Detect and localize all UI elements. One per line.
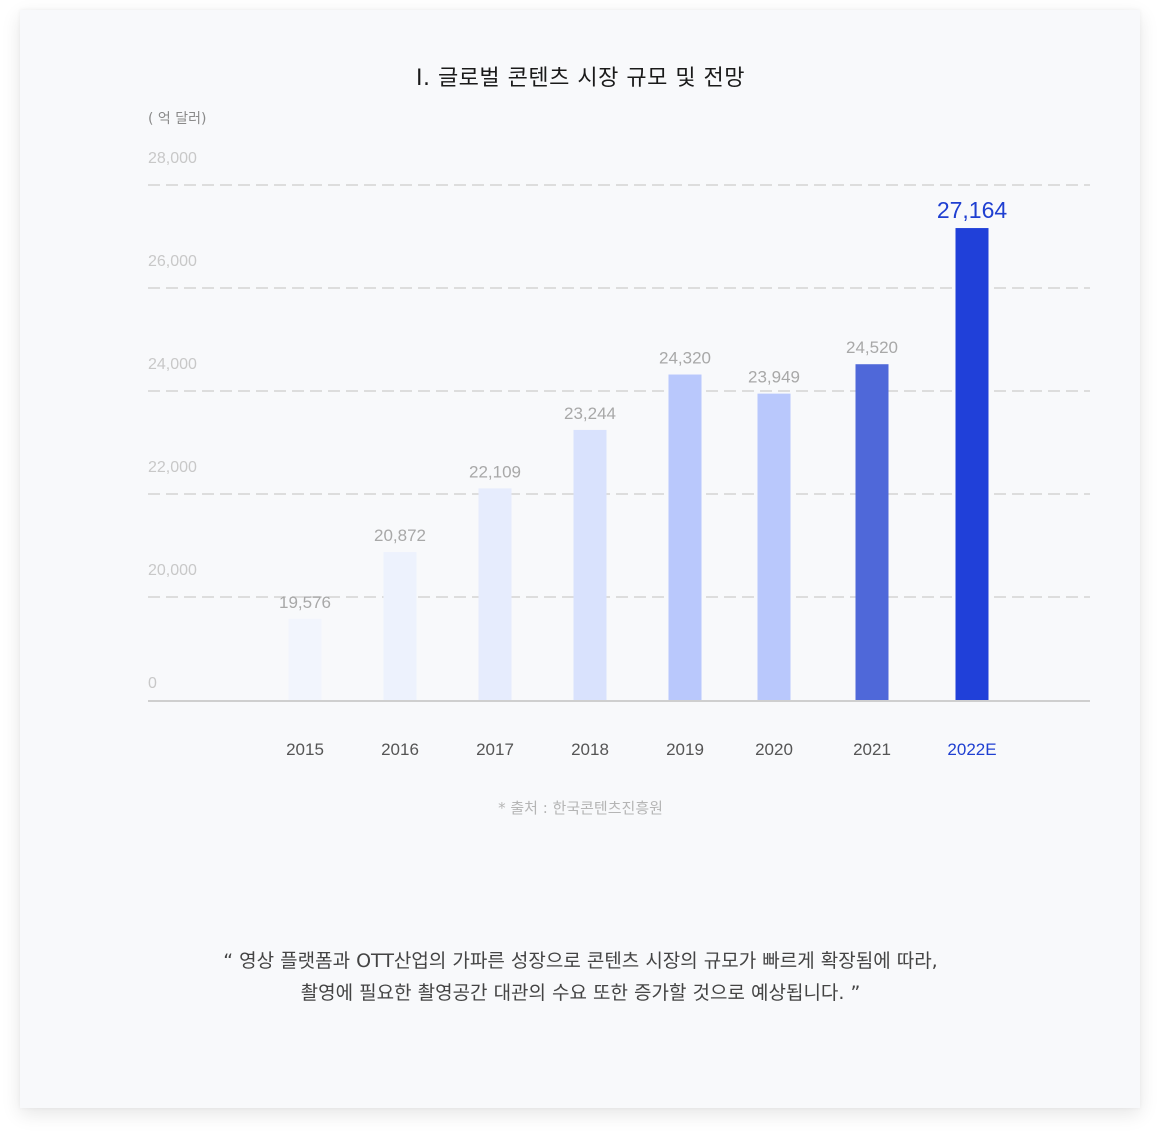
bar-2016 [383, 552, 417, 700]
bar-2022E [955, 228, 989, 700]
category-label: 2019 [666, 740, 704, 759]
bar-2021 [855, 364, 889, 700]
source-note: * 출처 : 한국콘텐츠진흥원 [498, 799, 663, 817]
category-label: 2018 [571, 740, 609, 759]
chart-title: I. 글로벌 콘텐츠 시장 규모 및 전망 [415, 66, 746, 91]
quote-line-2: 촬영에 필요한 촬영공간 대관의 수요 또한 증가할 것으로 예상됩니다. ” [300, 982, 861, 1004]
bar-2015 [288, 618, 322, 700]
category-label: 2017 [476, 740, 514, 759]
y-tick-label: 22,000 [148, 459, 197, 476]
y-tick-label: 28,000 [148, 150, 197, 167]
quote-line-1: “ 영상 플랫폼과 OTT산업의 가파른 성장으로 콘텐츠 시장의 규모가 빠르… [223, 950, 938, 972]
category-label: 2020 [755, 740, 793, 759]
value-label: 24,520 [846, 338, 898, 357]
category-label: 2021 [853, 740, 891, 759]
value-label: 23,949 [748, 368, 800, 387]
bar-2017 [478, 488, 512, 700]
value-label: 23,244 [564, 404, 616, 423]
summary-quote: “ 영상 플랫폼과 OTT산업의 가파른 성장으로 콘텐츠 시장의 규모가 빠르… [0, 945, 1161, 1009]
y-tick-label: 26,000 [148, 253, 197, 270]
bar-2019 [668, 374, 702, 700]
y-axis-unit-label: ( 억 달러) [148, 111, 207, 127]
value-label: 22,109 [469, 462, 521, 481]
y-tick-label: 20,000 [148, 562, 197, 579]
category-label: 2022E [947, 740, 996, 759]
value-label: 27,164 [937, 197, 1008, 223]
value-label: 20,872 [374, 526, 426, 545]
y-tick-label: 24,000 [148, 356, 197, 373]
bar-2020 [757, 393, 791, 700]
value-label: 24,320 [659, 349, 711, 368]
value-label: 19,576 [279, 593, 331, 612]
y-tick-label: 0 [148, 675, 157, 692]
category-label: 2015 [286, 740, 324, 759]
category-label: 2016 [381, 740, 419, 759]
bar-2018 [573, 429, 607, 700]
